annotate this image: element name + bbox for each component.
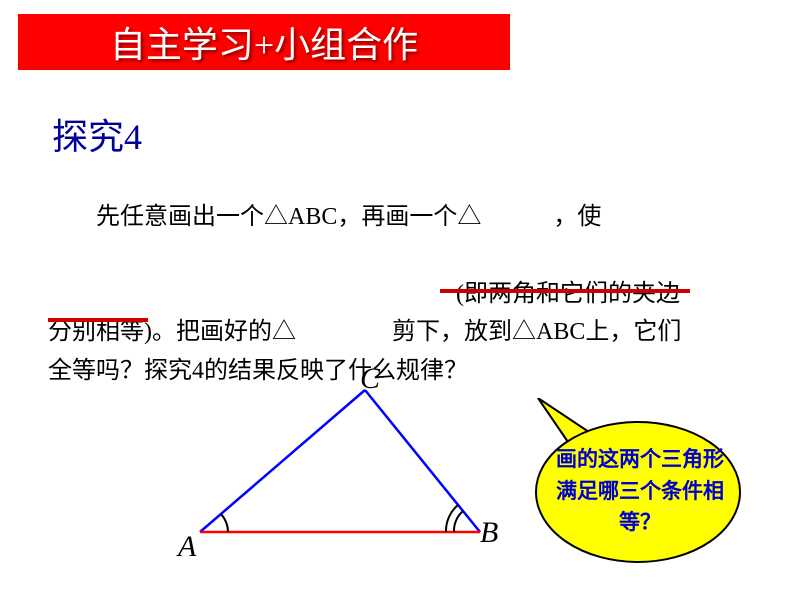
side-bc — [365, 390, 480, 532]
title-banner-text: 自主学习+小组合作 — [110, 16, 418, 68]
side-ac — [200, 390, 365, 532]
section-heading: 探究4 — [52, 108, 142, 160]
vertex-label-c: C — [360, 362, 380, 396]
angle-arc-a — [221, 514, 228, 532]
angle-arc-b1 — [454, 511, 463, 532]
para-line1: 先任意画出一个△ABC，再画一个△ ，使 — [48, 204, 601, 230]
triangle-diagram: C A B — [170, 372, 530, 582]
triangle-svg — [170, 372, 530, 582]
vertex-label-b: B — [480, 516, 498, 550]
callout-text: 画的这两个三角形满足哪三个条件相等？ — [552, 444, 728, 539]
title-banner: 自主学习+小组合作 — [18, 14, 510, 70]
callout-bubble: 画的这两个三角形满足哪三个条件相等？ — [528, 398, 748, 566]
underline-2 — [48, 318, 148, 322]
vertex-label-a: A — [178, 530, 196, 564]
para-line3: (即两角和它们的夹边 — [48, 281, 680, 307]
underline-1 — [440, 289, 690, 293]
body-paragraph: 先任意画出一个△ABC，再画一个△ ，使 (即两角和它们的夹边 分别相等)。把画… — [48, 198, 748, 390]
para-line4: 分别相等)。把画好的△ 剪下，放到△ABC上，它们 — [48, 319, 681, 345]
